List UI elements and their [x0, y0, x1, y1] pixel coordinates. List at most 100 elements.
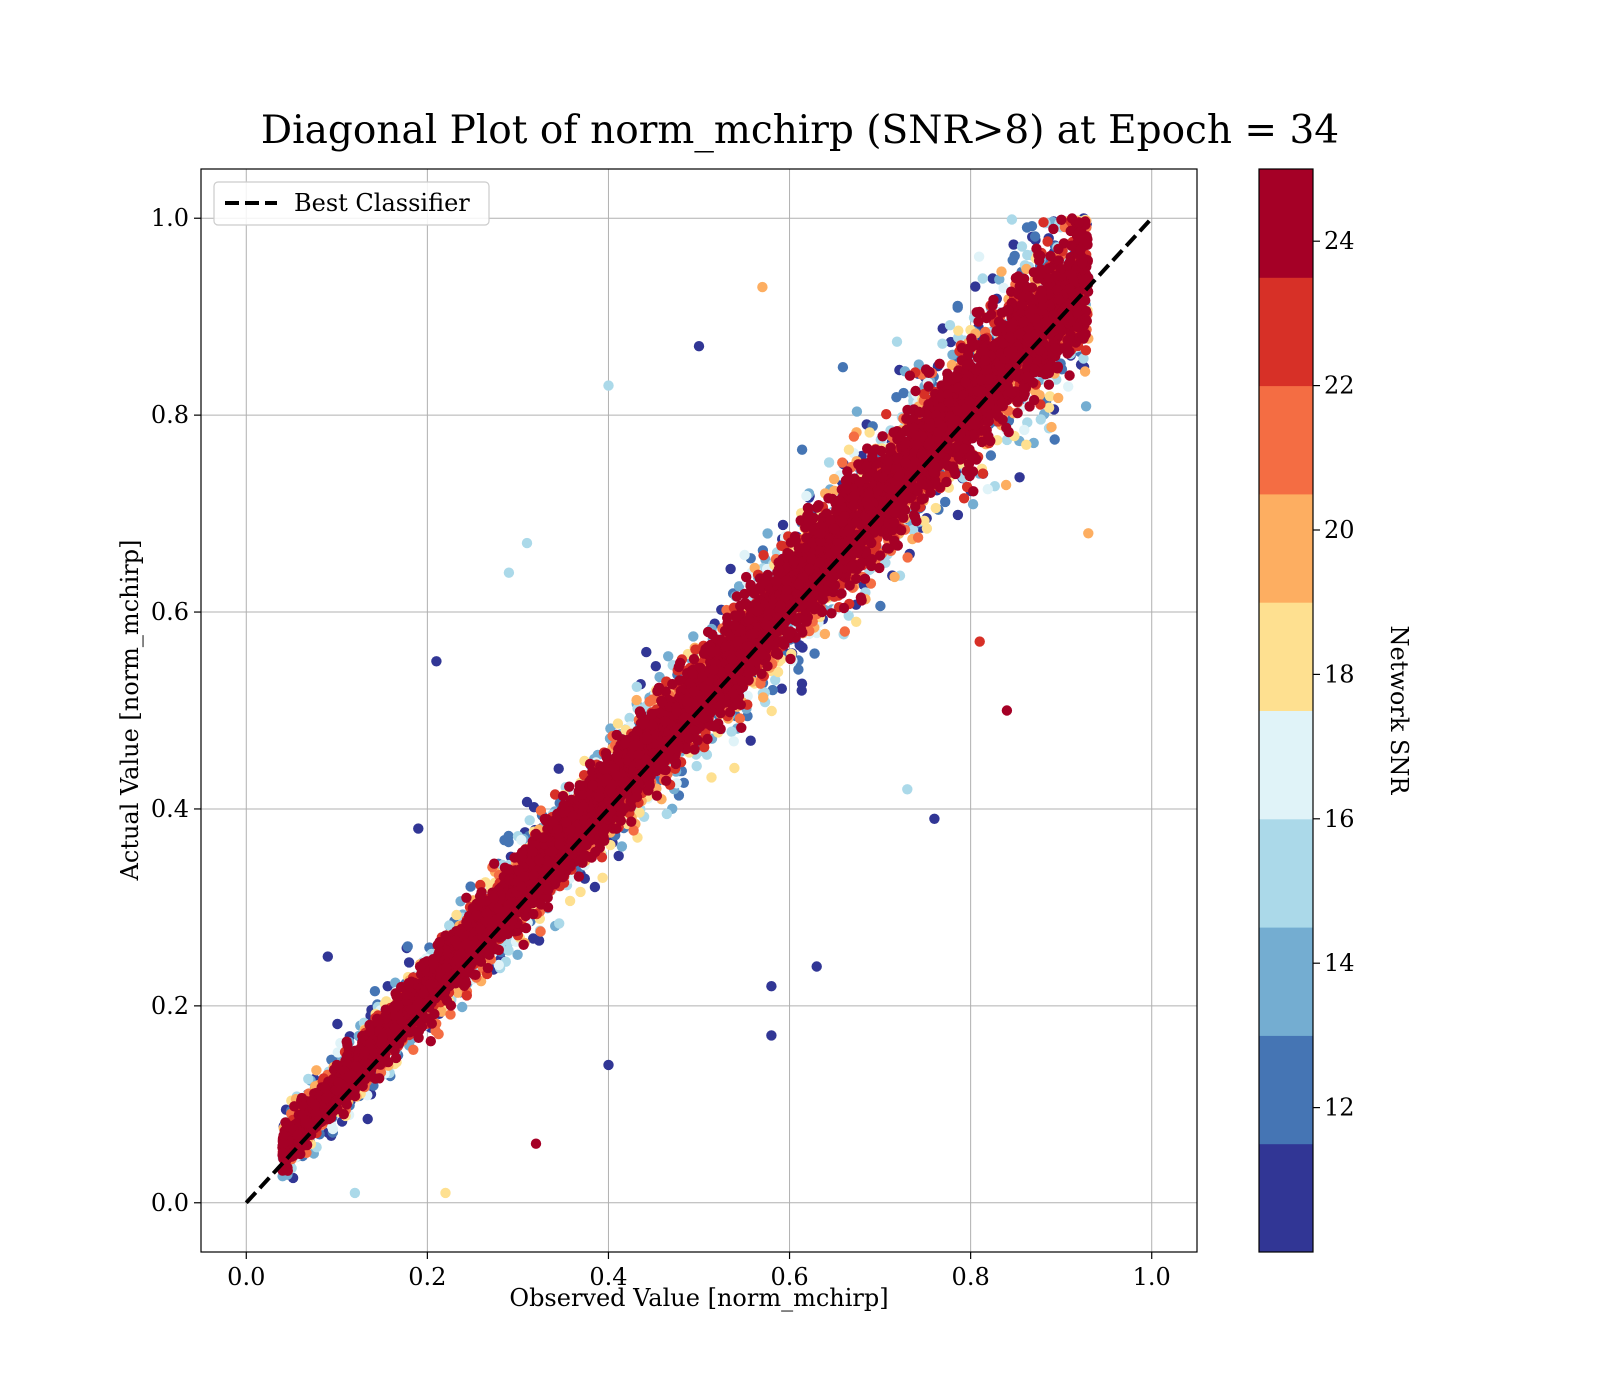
scatter-point: [493, 959, 504, 971]
scatter-point: [837, 362, 849, 373]
scatter-point: [891, 336, 903, 347]
scatter-point: [796, 678, 808, 689]
scatter-point: [631, 681, 642, 692]
scatter-point: [913, 359, 924, 370]
scatter-point: [403, 957, 415, 968]
scatter-point: [1053, 392, 1064, 404]
scatter-point: [967, 499, 979, 510]
scatter-point: [445, 1009, 456, 1020]
scatter-point: [693, 341, 705, 352]
scatter-point: [1014, 472, 1025, 483]
scatter-point: [706, 772, 717, 783]
scatter-point: [1008, 239, 1019, 250]
scatter-point: [503, 945, 514, 956]
scatter-point: [970, 281, 981, 292]
scatter-point: [311, 1065, 322, 1076]
scatter-point: [777, 519, 789, 531]
scatter-point: [929, 813, 940, 824]
scatter-point: [535, 926, 546, 937]
scatter-point: [973, 251, 985, 262]
scatter-point: [843, 444, 855, 455]
scatter-point: [889, 571, 900, 583]
scatter-point: [1016, 241, 1028, 252]
scatter-point: [650, 661, 661, 672]
scatter-point: [369, 986, 381, 997]
scatter-point: [726, 726, 737, 737]
scatter-point: [796, 444, 808, 455]
scatter-point: [851, 406, 863, 417]
scatter-point: [902, 784, 913, 795]
scatter-point: [1079, 366, 1091, 377]
scatter-point: [1083, 528, 1094, 539]
scatter-point: [757, 281, 768, 293]
scatter-point: [811, 961, 822, 972]
scatter-point: [776, 683, 787, 694]
scatter-point: [953, 325, 964, 336]
scatter-point: [554, 918, 565, 929]
scatter-point: [977, 273, 988, 284]
scatter-point: [977, 468, 989, 479]
scatter-point: [322, 951, 333, 962]
scatter-point: [589, 881, 601, 893]
scatter-point: [431, 656, 442, 667]
scatter-point: [823, 457, 835, 468]
scatter-point: [839, 626, 850, 637]
scatter-point: [902, 552, 913, 563]
scatter-point: [994, 274, 1005, 285]
scatter-point: [1007, 255, 1018, 266]
scatter-point: [362, 1113, 373, 1125]
scatter-point: [533, 935, 545, 946]
scatter-point: [1019, 424, 1030, 436]
scatter-point: [912, 532, 924, 543]
scatter-point: [503, 567, 515, 578]
scatter-point: [1043, 402, 1055, 413]
scatter-point: [408, 1044, 419, 1056]
scatter-point: [919, 515, 930, 526]
scatter-point: [767, 684, 778, 696]
scatter-point: [801, 490, 812, 502]
scatter-point: [1021, 439, 1032, 450]
scatter-point: [641, 646, 652, 658]
data-points: [277, 213, 1094, 1199]
scatter-point: [663, 651, 674, 662]
scatter-point: [603, 380, 614, 391]
scatter-point: [772, 666, 784, 678]
scatter-point: [553, 763, 564, 774]
scatter-point: [819, 628, 831, 640]
scatter-point: [940, 496, 951, 508]
scatter-point: [516, 834, 527, 846]
scatter-point: [837, 457, 848, 468]
scatter-point: [524, 815, 535, 826]
scatter-point: [944, 320, 956, 331]
scatter-point: [952, 509, 964, 521]
scatter-point: [1029, 231, 1041, 242]
scatter-point: [613, 850, 624, 862]
scatter-point: [739, 549, 750, 561]
scatter-point: [766, 705, 777, 717]
scatter-point: [851, 616, 862, 627]
scatter-point: [1035, 414, 1047, 425]
scatter-point: [631, 694, 642, 706]
scatter-point: [733, 581, 745, 592]
scatter-point: [1042, 236, 1053, 247]
scatter-point: [725, 563, 736, 575]
scatter-point: [770, 674, 781, 686]
scatter-point: [433, 1028, 444, 1040]
scatter-point: [327, 1123, 339, 1135]
scatter-point: [612, 718, 624, 729]
scatter-point: [1038, 217, 1049, 228]
scatter-point: [1044, 391, 1056, 402]
scatter-point: [521, 537, 533, 549]
scatter-point: [402, 941, 413, 952]
scatter-point: [982, 484, 993, 495]
scatter-point: [843, 610, 854, 621]
scatter-point: [930, 502, 941, 514]
scatter-point: [758, 692, 769, 703]
scatter-point: [634, 807, 645, 818]
scatter-point: [898, 387, 909, 399]
scatter-point: [616, 841, 628, 852]
scatter-point: [1046, 421, 1057, 433]
scatter-point: [1078, 353, 1089, 364]
